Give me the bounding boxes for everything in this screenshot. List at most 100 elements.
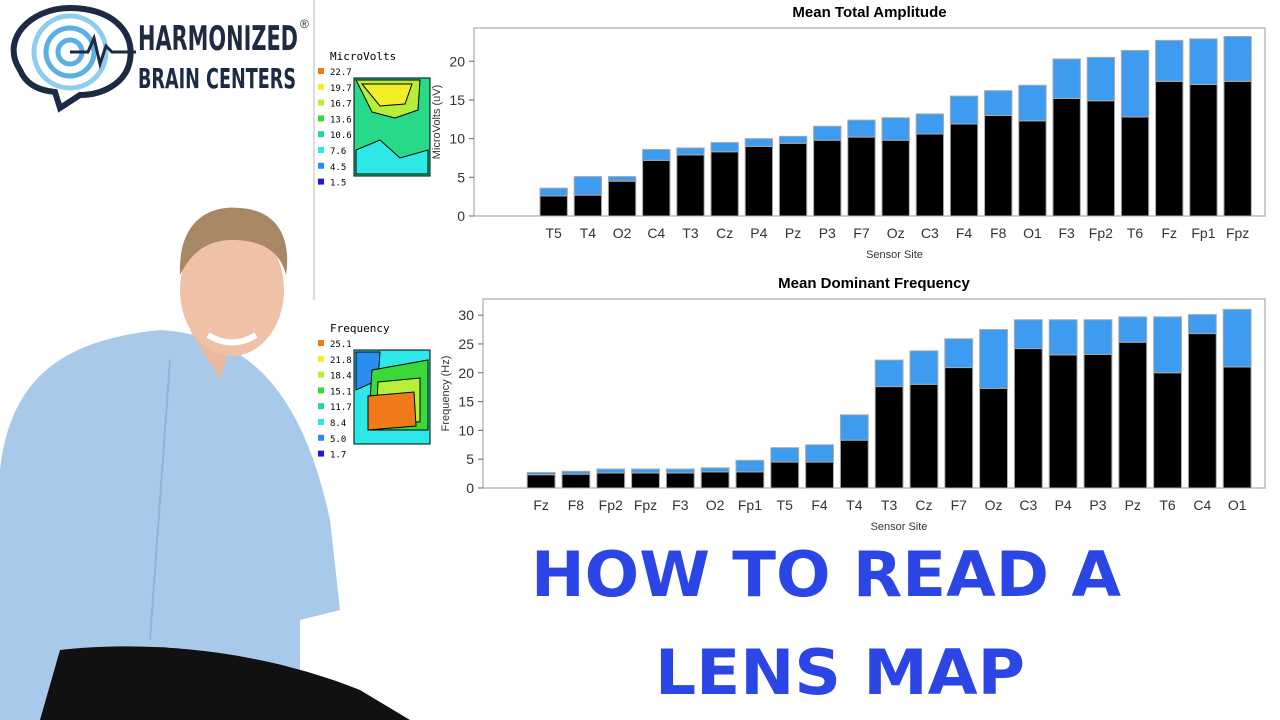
bar-segment <box>1083 319 1113 355</box>
bar-segment <box>1018 120 1047 217</box>
bar-segment <box>1052 97 1081 217</box>
logo-line1: HARMONIZED <box>138 19 298 59</box>
x-tick-label: Fz <box>533 497 549 513</box>
bar-segment <box>573 194 603 217</box>
x-tick-label: T5 <box>777 497 794 513</box>
x-tick-label: Fpz <box>634 497 657 513</box>
x-tick-label: C4 <box>1193 497 1211 513</box>
scale-swatch <box>318 99 324 106</box>
scale-swatch <box>318 340 324 346</box>
scale-label: 15.1 <box>330 387 352 397</box>
scale-label: 4.5 <box>330 163 346 173</box>
chart-title: Mean Dominant Frequency <box>778 275 970 292</box>
x-tick-label: Fp2 <box>599 497 623 513</box>
y-tick-label: 10 <box>458 422 474 438</box>
y-tick-label: 5 <box>466 451 474 467</box>
x-tick-label: T5 <box>546 225 563 241</box>
x-tick-label: P4 <box>750 225 767 241</box>
bar-segment <box>874 359 904 388</box>
bar-segment <box>847 136 876 217</box>
x-tick-label: T6 <box>1159 497 1176 513</box>
bar-segment <box>915 113 945 135</box>
x-tick-label: Fz <box>1161 225 1177 241</box>
scale-label: 19.7 <box>330 84 352 94</box>
bar-segment <box>1052 58 1081 99</box>
x-tick-label: F4 <box>811 497 828 513</box>
x-tick-label: F8 <box>568 497 585 513</box>
x-tick-label: P4 <box>1055 497 1072 513</box>
bar-segment <box>979 387 1008 489</box>
bar-segment <box>1223 36 1252 82</box>
x-tick-label: T3 <box>682 225 699 241</box>
bar-segment <box>607 176 637 182</box>
x-tick-label: O2 <box>613 225 632 241</box>
bar-segment <box>539 195 568 217</box>
scale-label: 16.7 <box>330 100 352 110</box>
bar-segment <box>735 471 765 489</box>
bar-segment <box>676 154 705 217</box>
x-tick-label: T6 <box>1127 225 1144 241</box>
bar-segment <box>778 135 808 144</box>
x-tick-label: Fp1 <box>1191 225 1215 241</box>
x-tick-label: Fp1 <box>738 497 762 513</box>
heatmap-frequency <box>353 349 431 445</box>
bar-segment <box>735 459 765 473</box>
headline-line1: HOW TO READ A <box>531 538 1121 611</box>
x-tick-label: C4 <box>647 225 665 241</box>
x-tick-label: T3 <box>881 497 898 513</box>
x-tick-label: Fp2 <box>1089 225 1113 241</box>
charts: Mean Total Amplitude 0 5 10 15 20 MicroVolts (… <box>431 4 1266 533</box>
scale-label: 22.7 <box>330 68 352 78</box>
bar-segment <box>744 138 774 147</box>
scale-label: 1.7 <box>330 451 346 461</box>
x-tick-label: Cz <box>716 225 733 241</box>
x-tick-label: P3 <box>819 225 836 241</box>
bar-segment <box>1086 100 1116 217</box>
bar-segment <box>944 338 974 369</box>
bar-segment <box>710 151 739 217</box>
logo-mark: ® <box>300 17 309 31</box>
scale-swatch <box>318 419 324 425</box>
bar-segment <box>1189 83 1218 217</box>
x-tick-label: Pz <box>785 225 801 241</box>
bar-segment <box>915 133 945 217</box>
bar-segment <box>813 125 842 141</box>
scale-swatch <box>318 450 324 457</box>
y-tick-label: 15 <box>449 92 465 108</box>
x-tick-label: Cz <box>915 497 932 513</box>
bar-segment <box>631 472 660 489</box>
y-axis-title: Frequency (Hz) <box>440 356 452 432</box>
scale-title: Frequency <box>330 322 390 335</box>
logo-icon <box>10 4 136 113</box>
x-tick-label: F3 <box>672 497 689 513</box>
plot-area <box>482 298 1266 489</box>
bar-segment <box>1120 49 1150 118</box>
bar-segment <box>710 142 739 153</box>
bar-segment <box>526 474 556 489</box>
x-tick-label: T4 <box>580 225 597 241</box>
y-tick-label: 5 <box>457 169 465 185</box>
bar-segment <box>1187 314 1217 335</box>
scale-label: 18.4 <box>330 372 352 382</box>
bar-segment <box>778 142 808 217</box>
bar-segment <box>770 461 800 489</box>
bar-segment <box>1155 80 1184 217</box>
bar-segment <box>1018 84 1047 122</box>
bar-segment <box>676 147 705 156</box>
y-tick-label: 25 <box>458 336 474 352</box>
scale-swatch <box>318 387 324 394</box>
bar-segment <box>573 176 603 196</box>
x-tick-label: Pz <box>1125 497 1141 513</box>
bar-segment <box>1048 319 1078 356</box>
x-axis-title: Sensor Site <box>871 521 928 533</box>
bar-segment <box>874 386 904 489</box>
y-tick-label: 20 <box>449 53 465 69</box>
bar-segment <box>596 468 626 474</box>
scale-swatch <box>318 178 324 185</box>
bar-segment <box>979 329 1008 389</box>
scale-swatch <box>318 355 324 362</box>
bar-segment <box>839 439 869 489</box>
x-tick-label: F7 <box>853 225 870 241</box>
x-tick-label: F3 <box>1058 225 1075 241</box>
scale-swatch <box>318 131 324 138</box>
